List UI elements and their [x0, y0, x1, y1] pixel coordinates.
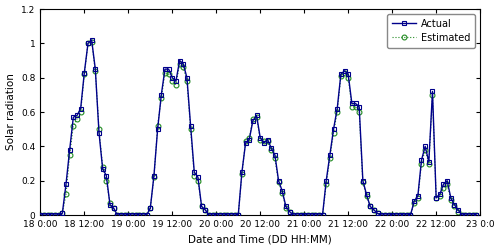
Legend: Actual, Estimated: Actual, Estimated: [387, 14, 476, 48]
Estimated: [386, 214, 392, 216]
Actual: [462, 214, 468, 216]
Estimated: [88, 40, 94, 43]
Y-axis label: Solar radiation: Solar radiation: [6, 74, 16, 150]
X-axis label: Date and Time (DD HH:MM): Date and Time (DD HH:MM): [188, 234, 332, 244]
Estimated: [283, 207, 289, 210]
Line: Actual: Actual: [38, 38, 479, 218]
Actual: [132, 214, 138, 216]
Estimated: [158, 97, 164, 100]
Actual: [386, 214, 392, 216]
Actual: [88, 38, 94, 42]
Estimated: [132, 214, 138, 216]
Actual: [283, 205, 289, 208]
Estimated: [342, 71, 347, 74]
Estimated: [462, 214, 468, 216]
Actual: [158, 94, 164, 96]
Estimated: [38, 214, 44, 216]
Actual: [38, 214, 44, 216]
Actual: [474, 214, 480, 216]
Estimated: [474, 214, 480, 216]
Actual: [342, 69, 347, 72]
Line: Estimated: Estimated: [38, 39, 479, 218]
